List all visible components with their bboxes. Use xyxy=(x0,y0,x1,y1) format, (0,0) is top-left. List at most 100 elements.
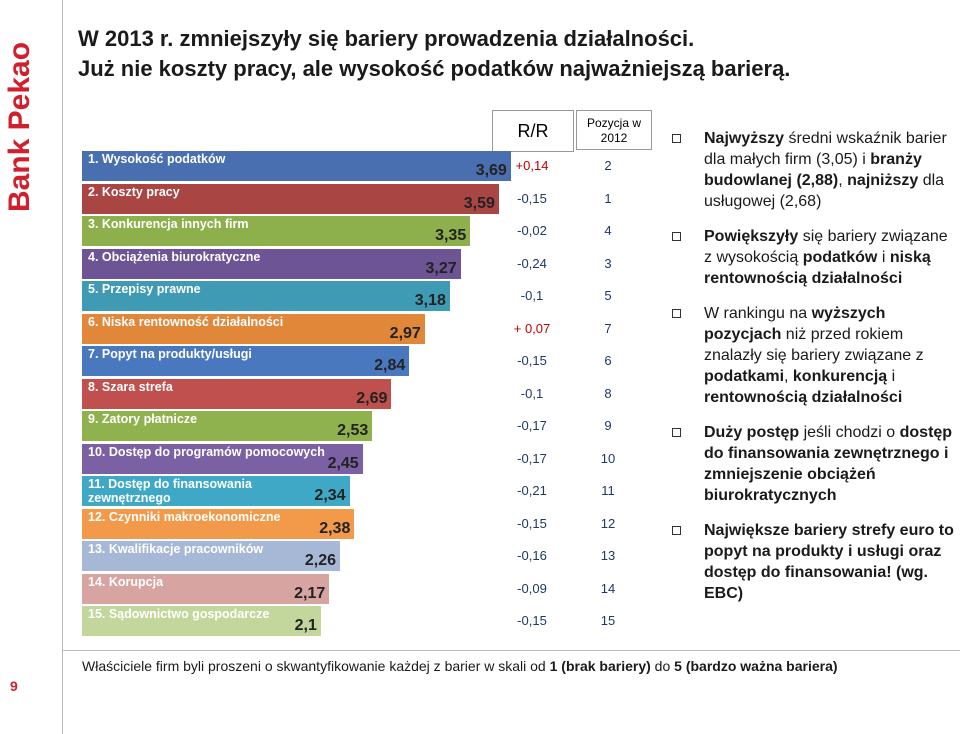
footnote: Właściciele firm byli proszeni o skwanty… xyxy=(82,658,838,674)
bullet: W rankingu na wyższych pozycjach niż prz… xyxy=(672,303,957,408)
rr-label: -0,09 xyxy=(517,580,547,596)
bar xyxy=(82,346,410,376)
value-label: 2,1 xyxy=(294,617,317,634)
category-label: 10. Dostęp do programów pomocowych xyxy=(88,444,325,459)
text-run: rentownością działalności xyxy=(704,389,903,406)
value-label: 2,84 xyxy=(374,357,406,374)
text-run: się bariery związane z wysokością xyxy=(704,228,948,266)
rr-label: -0,15 xyxy=(517,515,547,531)
bar xyxy=(82,378,392,409)
value-label: 3,69 xyxy=(475,162,507,179)
category-label: 1. Wysokość podatków xyxy=(88,152,226,166)
text-run: Właściciele firm byli proszeni o skwanty… xyxy=(82,658,550,674)
divider xyxy=(62,650,960,651)
position-2012: 10 xyxy=(600,450,616,466)
text-run: najniższy xyxy=(847,172,919,189)
position-2012: 1 xyxy=(604,190,612,206)
rr-label: -0,16 xyxy=(517,548,547,563)
text-run: , xyxy=(838,172,848,189)
category-label: 7. Popyt na produkty/usługi xyxy=(88,347,252,361)
category-label: 8. Szara strefa xyxy=(88,379,173,394)
position-2012: 2 xyxy=(604,158,612,173)
rr-label: -0,02 xyxy=(517,223,547,238)
rr-label: -0,24 xyxy=(517,255,547,271)
text-run: średni wskaźnik barier dla małych firm (… xyxy=(704,130,947,168)
value-label: 2,53 xyxy=(337,422,369,439)
category-label: 13. Kwalifikacje pracowników xyxy=(88,542,264,556)
text-run: Duży postęp xyxy=(704,424,800,441)
text-run: konkurencją xyxy=(792,368,888,385)
rr-label: -0,15 xyxy=(517,353,547,368)
category-label: 6. Niska rentowność działalności xyxy=(88,314,284,329)
text-run: W rankingu na xyxy=(704,305,812,322)
text-run: jeśli chodzi o xyxy=(799,424,900,441)
rr-label: +0,14 xyxy=(515,158,549,173)
text-run: dla usługowej (2,68) xyxy=(704,172,945,210)
position-2012: 8 xyxy=(604,385,612,401)
value-label: 2,26 xyxy=(304,552,337,569)
rr-label: -0,15 xyxy=(517,613,547,628)
category-label: 11. Dostęp do finansowania zewnętrznego xyxy=(88,477,252,505)
text-run: i xyxy=(877,249,890,266)
chart: R/R Pozycja w 2012 1. Wysokość podatków 3… xyxy=(82,110,652,636)
value-label: 2,17 xyxy=(294,584,326,602)
text-run: niską rentownością działalności xyxy=(704,249,931,287)
rr-header: R/R xyxy=(492,110,574,152)
value-label: 2,45 xyxy=(327,454,359,472)
text-run: 1 (brak bariery) xyxy=(549,658,651,674)
position-2012: 13 xyxy=(600,548,616,563)
value-label: 3,59 xyxy=(463,194,495,212)
category-label: 3. Konkurencja innych firm xyxy=(88,217,249,231)
text-run: branży budowlanej (2,88) xyxy=(704,151,922,189)
bar xyxy=(82,573,330,604)
value-label: 2,34 xyxy=(314,487,346,504)
position-2012: 7 xyxy=(604,320,612,336)
value-label: 2,69 xyxy=(356,389,388,407)
bar xyxy=(82,476,350,506)
text-run: do xyxy=(650,658,675,674)
text-run: Powiększyły xyxy=(704,228,799,245)
text-run: Najwyższy xyxy=(704,130,785,147)
title: W 2013 r. zmniejszyły się bariery prowad… xyxy=(78,24,790,84)
text-run: 5 (bardzo ważna bariera) xyxy=(674,658,838,674)
text-run: niż przed rokiem znalazły się bariery zw… xyxy=(704,326,924,364)
position-2012: 12 xyxy=(600,515,616,531)
bullet: Największe bariery strefy euro to popyt … xyxy=(672,520,957,604)
bar xyxy=(82,541,341,571)
page-number: 9 xyxy=(10,678,18,694)
position-2012: 11 xyxy=(601,483,615,498)
text-run: podatków xyxy=(802,249,878,266)
category-label: 14. Korupcja xyxy=(88,574,164,589)
position-2012: 3 xyxy=(604,255,612,271)
value-label: 2,97 xyxy=(389,324,421,342)
category-label: 12. Czynniki makroekonomiczne xyxy=(88,509,281,524)
category-label: 4. Obciążenia biurokratyczne xyxy=(88,249,261,264)
category-label: 2. Koszty pracy xyxy=(88,184,180,199)
position-2012: 9 xyxy=(604,418,612,433)
position-2012: 14 xyxy=(600,580,616,596)
text-run: , xyxy=(784,368,793,385)
bar xyxy=(82,151,511,181)
category-label: 5. Przepisy prawne xyxy=(88,282,201,296)
bar xyxy=(82,281,450,311)
bullet: Najwyższy średni wskaźnik barier dla mał… xyxy=(672,128,957,212)
bar xyxy=(82,606,321,636)
text-run: Największe bariery strefy euro to popyt … xyxy=(704,522,954,602)
rr-label: -0,21 xyxy=(517,483,547,498)
position-2012: 6 xyxy=(604,353,612,368)
position-2012: 15 xyxy=(600,613,616,628)
bullet: Duży postęp jeśli chodzi o dostęp do fin… xyxy=(672,422,957,506)
title-line: W 2013 r. zmniejszyły się bariery prowad… xyxy=(78,26,695,51)
value-label: 3,27 xyxy=(425,259,457,277)
rr-label: -0,15 xyxy=(517,190,547,206)
text-run: podatkami xyxy=(704,368,785,385)
bar xyxy=(82,248,461,279)
bar xyxy=(82,508,355,539)
category-label: 9. Zatory płatnicze xyxy=(88,412,198,426)
bar xyxy=(82,183,499,214)
title-line: Już nie koszty pracy, ale wysokość podat… xyxy=(78,56,791,81)
rr-label: -0,17 xyxy=(517,418,547,433)
value-label: 3,18 xyxy=(414,292,446,309)
bullet: Powiększyły się bariery związane z wysok… xyxy=(672,226,957,289)
